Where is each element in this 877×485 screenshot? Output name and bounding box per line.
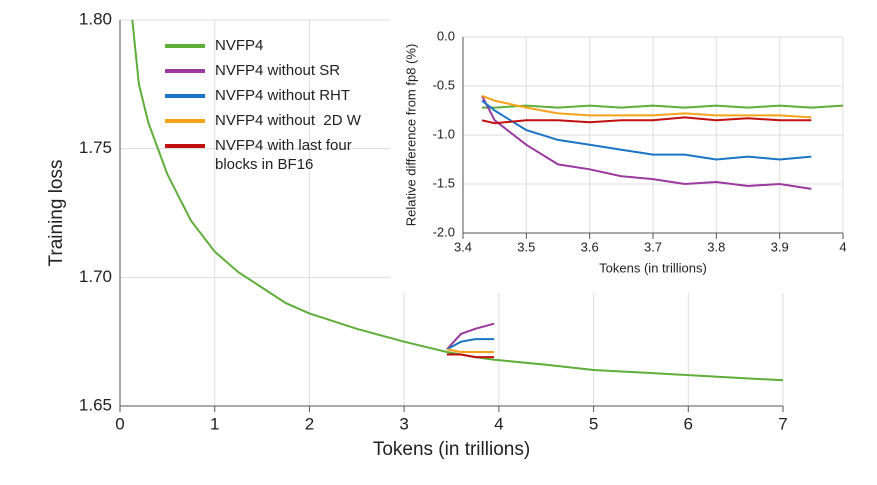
- x-tick-label: 0: [115, 414, 124, 433]
- legend-swatch: [165, 119, 205, 123]
- line-series: [131, 19, 784, 382]
- legend-entry: NVFP4 without RHT: [165, 86, 380, 105]
- y-tick-label: 1.75: [79, 138, 112, 157]
- y-axis-label: Relative difference from fp8 (%): [403, 44, 418, 227]
- x-tick-label: 7: [778, 414, 787, 433]
- x-axis-label: Tokens (in trillions): [373, 439, 530, 460]
- legend-entry: NVFP4: [165, 36, 380, 55]
- line-series: [482, 104, 844, 109]
- x-axis-label: Tokens (in trillions): [599, 260, 707, 275]
- x-tick-label: 3.9: [771, 239, 789, 254]
- legend-label: NVFP4 with last four blocks in BF16: [215, 137, 356, 173]
- x-tick-label: 6: [684, 414, 693, 433]
- y-tick-label: 1.65: [79, 395, 112, 414]
- x-tick-label: 3.8: [707, 239, 725, 254]
- line-series: [446, 348, 495, 353]
- x-tick-label: 1: [210, 414, 219, 433]
- y-tick-label: -1.0: [433, 126, 455, 141]
- legend-swatch: [165, 144, 205, 148]
- line-series: [481, 95, 812, 190]
- y-tick-label: -2.0: [433, 224, 455, 239]
- line-series: [481, 99, 812, 161]
- x-tick-label: 4: [839, 239, 846, 254]
- legend-label: NVFP4 without RHT: [215, 87, 351, 104]
- legend-entry: NVFP4 without SR: [165, 61, 380, 80]
- y-tick-label: -0.5: [433, 77, 455, 92]
- line-series: [446, 338, 495, 351]
- x-tick-label: 2: [305, 414, 314, 433]
- y-tick-label: 1.70: [79, 267, 112, 286]
- legend-label: NVFP4 without 2D W: [215, 112, 361, 129]
- legend-label: NVFP4 without SR: [215, 62, 341, 79]
- x-tick-label: 4: [494, 414, 503, 433]
- legend-entry: NVFP4 without 2D W: [165, 111, 380, 130]
- x-tick-label: 3.4: [454, 239, 472, 254]
- y-axis-label: Training loss: [46, 159, 67, 266]
- y-tick-label: 0.0: [437, 28, 455, 43]
- x-tick-label: 3.7: [644, 239, 662, 254]
- y-tick-label: -1.5: [433, 175, 455, 190]
- line-series: [481, 116, 812, 125]
- legend-swatch: [165, 44, 205, 48]
- line-series: [446, 353, 495, 359]
- y-tick-label: 1.80: [79, 9, 112, 28]
- legend-label: NVFP4: [215, 37, 264, 54]
- legend-swatch: [165, 94, 205, 98]
- x-tick-label: 5: [589, 414, 598, 433]
- inset-background: [390, 8, 877, 293]
- x-tick-label: 3.6: [581, 239, 599, 254]
- x-tick-label: 3: [399, 414, 408, 433]
- line-series: [446, 322, 495, 351]
- legend-swatch: [165, 69, 205, 73]
- legend-entry: NVFP4 with last four blocks in BF16: [165, 136, 380, 174]
- x-tick-label: 3.5: [517, 239, 535, 254]
- line-series: [481, 94, 812, 119]
- legend: NVFP4 NVFP4 without SR NVFP4 without RHT NV…: [165, 36, 380, 180]
